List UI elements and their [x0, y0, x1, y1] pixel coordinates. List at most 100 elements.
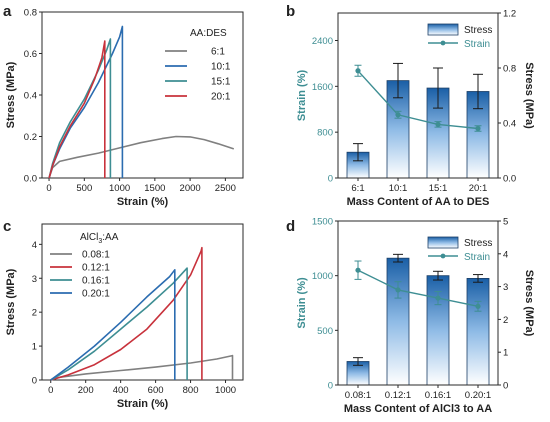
strain-point [435, 121, 441, 127]
legend-label: 20:1 [211, 92, 231, 103]
y2-tick-label: 2 [503, 315, 508, 326]
y2-tick-label: 0.8 [503, 64, 516, 75]
category-label: 10:1 [389, 183, 408, 194]
legend-marker-strain [440, 40, 446, 46]
y2-tick-label: 4 [503, 249, 508, 260]
legend-swatch-stress [427, 23, 459, 36]
series-line-20:1 [48, 40, 106, 179]
panel-c: c 0 200 400 600 800 1000 0 1 2 3 4 Strain (%) Stress … [3, 218, 244, 410]
y2-tick-label: 1.2 [503, 9, 516, 20]
y2-tick-label: 0.0 [503, 174, 516, 185]
strain-point [435, 295, 441, 301]
y-tick-label: 0.4 [24, 91, 37, 102]
y-tick-label: 1500 [312, 217, 333, 228]
x-axis-label: Strain (%) [117, 398, 169, 410]
legend-label: 15:1 [211, 77, 231, 88]
x-tick-label: 1000 [215, 385, 236, 396]
x-tick-label: 600 [148, 385, 164, 396]
y2-tick-label: 3 [503, 282, 508, 293]
category-label: 0.20:1 [465, 390, 491, 401]
y-tick-label: 0 [32, 376, 37, 387]
y-tick-label: 2400 [312, 36, 333, 47]
legend-label: 0.08:1 [82, 250, 110, 261]
series-line-0.16:1 [50, 267, 188, 381]
category-label: 0.08:1 [345, 390, 371, 401]
y2-tick-label: 0 [503, 381, 508, 392]
y-tick-label: 0 [328, 174, 333, 185]
legend-label: 10:1 [211, 62, 231, 73]
series-line-0.08:1 [50, 354, 234, 381]
x-tick-label: 2000 [180, 183, 201, 194]
strain-point [395, 287, 401, 293]
bar-stress [466, 277, 490, 386]
x-tick-label: 500 [76, 183, 92, 194]
bar-stress [386, 257, 410, 386]
y-tick-label: 4 [32, 240, 37, 251]
category-label: 15:1 [429, 183, 448, 194]
panel-a: a 0 500 1000 1500 2000 2500 0.0 0.2 0.4 0.6 0.8 Stra… [3, 3, 244, 208]
category-label: 0.16:1 [425, 390, 451, 401]
x-tick-label: 800 [183, 385, 199, 396]
legend-title: AlCl3:AA [80, 232, 119, 245]
y-tick-label: 500 [317, 326, 333, 337]
x-tick-label: 0 [46, 183, 51, 194]
legend-title: AA:DES [190, 28, 227, 39]
plot-frame [337, 12, 499, 179]
legend-label: 6:1 [211, 47, 225, 58]
legend-label: 0.12:1 [82, 263, 110, 274]
y2-axis-label: Stress (MPa) [523, 270, 535, 337]
y-axis-label: Strain (%) [296, 277, 308, 329]
y-tick-label: 3 [32, 274, 37, 285]
y-axis-label: Stress (MPa) [5, 268, 17, 335]
y-tick-label: 0 [328, 381, 333, 392]
legend-swatch-stress [427, 236, 459, 249]
x-tick-label: 1000 [109, 183, 130, 194]
x-tick-label: 400 [113, 385, 129, 396]
panel-d: d 0.08:1 0.12:1 0.16:1 0.20:1 0 500 1000 1500 0 1 2… [286, 217, 535, 416]
series-line-6:1 [48, 135, 235, 179]
x-axis-label: Mass Content of AlCl3 to AA [344, 403, 492, 415]
y-tick-label: 1000 [312, 271, 333, 282]
x-tick-label: 200 [78, 385, 94, 396]
y-tick-label: 0.8 [24, 8, 37, 19]
y-tick-label: 2 [32, 308, 37, 319]
strain-point [395, 112, 401, 118]
y-axis-label: Stress (MPa) [5, 61, 17, 128]
category-label: 20:1 [469, 183, 488, 194]
series-line-0.20:1 [50, 269, 176, 381]
y-tick-label: 0.0 [24, 174, 37, 185]
legend-marker-strain [440, 253, 446, 259]
panel-letter: b [286, 3, 295, 20]
category-label: 6:1 [351, 183, 364, 194]
series-line-0.12:1 [50, 246, 203, 381]
x-axis-label: Mass Content of AA to DES [347, 196, 490, 208]
series-line-15:1 [48, 38, 112, 179]
plot-frame [41, 223, 244, 381]
legend-label-stress: Stress [464, 238, 492, 249]
panel-b: b 6:1 10:1 15:1 20:1 0 800 1600 2400 0.0 0.4 0.8 1.2… [286, 3, 535, 208]
legend-label: 0.20:1 [82, 289, 110, 300]
y-tick-label: 0.6 [24, 49, 37, 60]
y-tick-label: 1600 [312, 82, 333, 93]
y-tick-label: 1 [32, 342, 37, 353]
panel-letter: c [3, 218, 11, 235]
strain-line [357, 269, 479, 307]
x-tick-label: 2500 [215, 183, 236, 194]
x-axis-label: Strain (%) [117, 196, 169, 208]
x-tick-label: 1500 [144, 183, 165, 194]
legend-label-strain: Strain [464, 252, 490, 263]
strain-point [355, 68, 361, 74]
x-tick-label: 0 [48, 385, 53, 396]
legend-label-strain: Strain [464, 39, 490, 50]
plot-frame [337, 220, 499, 386]
y-tick-label: 0.2 [24, 132, 37, 143]
panel-letter: a [3, 3, 12, 20]
y2-tick-label: 0.4 [503, 119, 516, 130]
strain-point [475, 125, 481, 132]
legend-label: 0.16:1 [82, 276, 110, 287]
y-tick-label: 800 [317, 128, 333, 139]
strain-point [475, 303, 481, 309]
y2-tick-label: 5 [503, 217, 508, 228]
y2-axis-label: Stress (MPa) [523, 62, 535, 129]
